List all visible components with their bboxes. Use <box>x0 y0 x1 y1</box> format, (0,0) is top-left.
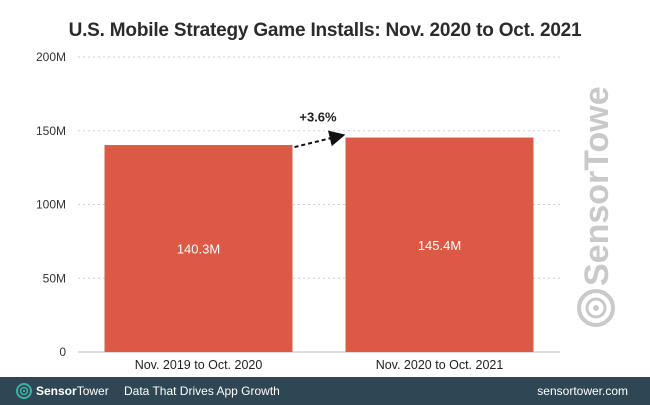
bar-data-label: 145.4M <box>418 238 461 253</box>
watermark-text: SensorTower <box>578 86 616 286</box>
footer-site-link[interactable]: sensortower.com <box>537 384 628 398</box>
growth-arrow <box>294 130 346 149</box>
watermark-logo-icon <box>577 289 615 327</box>
bar-data-label: 140.3M <box>177 242 220 257</box>
y-tick-label: 100M <box>36 198 66 212</box>
footer-brand-light: Tower <box>76 384 109 398</box>
bar <box>104 145 293 352</box>
y-tick-label: 150M <box>36 124 66 138</box>
y-tick-label: 0 <box>59 345 66 359</box>
y-tick-label: 200M <box>36 50 66 64</box>
growth-annotation-label: +3.6% <box>299 110 337 125</box>
bar-chart: 0 50M 100M 150M 200M 140.3M Nov. 2019 to Oct. … <box>36 50 560 372</box>
sensortower-logo-icon <box>16 383 32 399</box>
bar <box>345 137 534 352</box>
x-tick-label: Nov. 2020 to Oct. 2021 <box>376 358 504 372</box>
footer-bar: SensorTower Data That Drives App Growth … <box>0 377 650 405</box>
x-tick-label: Nov. 2019 to Oct. 2020 <box>135 358 263 372</box>
y-tick-label: 50M <box>43 271 66 285</box>
footer-tagline: Data That Drives App Growth <box>124 384 280 398</box>
chart-title: U.S. Mobile Strategy Game Installs: Nov.… <box>68 20 582 41</box>
footer-brand-bold: Sensor <box>36 384 77 398</box>
footer-brand: SensorTower <box>36 384 109 398</box>
sensortower-watermark: SensorTower <box>577 86 616 327</box>
